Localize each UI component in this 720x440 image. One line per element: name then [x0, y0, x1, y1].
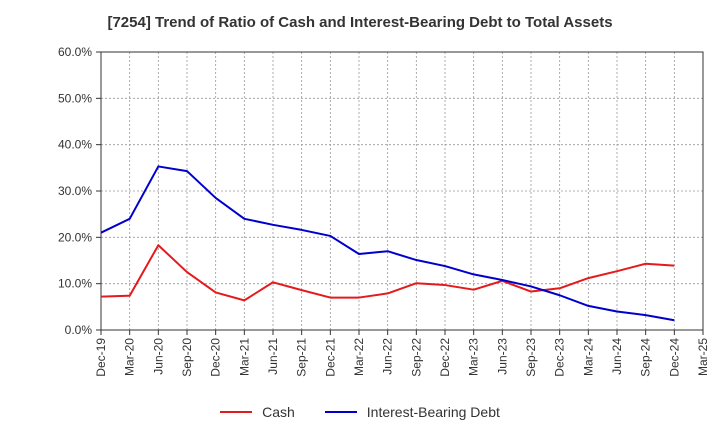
chart-title: [7254] Trend of Ratio of Cash and Intere…: [107, 14, 613, 31]
x-tick-label: Jun-24: [610, 338, 624, 375]
x-tick-label: Dec-19: [94, 338, 108, 377]
x-tick-label: Dec-24: [667, 338, 681, 377]
y-tick-label: 20.0%: [58, 230, 92, 244]
y-tick-label: 30.0%: [58, 184, 92, 198]
x-tick-label: Dec-23: [553, 338, 567, 377]
x-tick-label: Dec-21: [323, 338, 337, 377]
legend-swatch-debt: [324, 411, 357, 413]
y-tick-label: 40.0%: [58, 138, 92, 152]
x-tick-label: Mar-22: [352, 338, 366, 376]
axis-layer: 0.0% 10.0% 20.0% 30.0% 40.0% 50.0% 60.0% Dec-19…: [58, 45, 710, 377]
x-tick-label: Jun-20: [151, 338, 165, 375]
y-tick-label: 50.0%: [58, 91, 92, 105]
x-tick-label: Sep-21: [295, 338, 309, 377]
x-tick-label: Mar-20: [123, 338, 137, 376]
x-tick-label: Jun-22: [381, 338, 395, 375]
legend-swatch-cash: [220, 411, 253, 413]
legend-label-debt: Interest-Bearing Debt: [366, 404, 500, 420]
legend: Cash Interest-Bearing Debt: [0, 404, 720, 420]
legend-label-cash: Cash: [262, 404, 295, 420]
x-tick-label: Sep-22: [409, 338, 423, 377]
x-tick-label: Jun-21: [266, 338, 280, 375]
x-tick-label: Sep-24: [639, 338, 653, 377]
x-tick-label: Jun-23: [495, 338, 509, 375]
x-tick-label: Sep-23: [524, 338, 538, 377]
legend-item-cash: Cash: [220, 404, 295, 420]
y-tick-label: 10.0%: [58, 277, 92, 291]
series-layer: [100, 165, 675, 322]
y-tick-label: 60.0%: [58, 45, 92, 59]
legend-item-debt: Interest-Bearing Debt: [324, 404, 500, 420]
plot-frame: [100, 51, 704, 331]
x-tick-label: Dec-20: [209, 338, 223, 377]
x-tick-label: Mar-23: [467, 338, 481, 376]
x-tick-label: Dec-22: [438, 338, 452, 377]
x-tick-label: Sep-20: [180, 338, 194, 377]
y-tick-label: 0.0%: [65, 323, 93, 337]
x-tick-label: Mar-24: [581, 338, 595, 376]
x-tick-label: Mar-25: [696, 338, 710, 376]
x-tick-label: Mar-21: [237, 338, 251, 376]
